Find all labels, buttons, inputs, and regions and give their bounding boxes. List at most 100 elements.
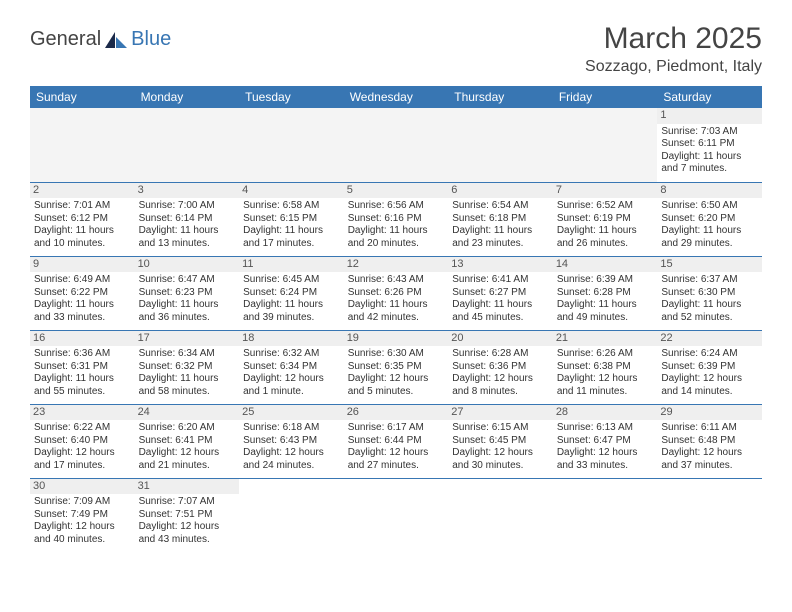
day-number: 21 <box>553 331 658 347</box>
daylight-text: Daylight: 11 hours and 42 minutes. <box>348 299 445 324</box>
day-number: 29 <box>657 405 762 421</box>
sunrise-text: Sunrise: 6:18 AM <box>243 422 340 435</box>
day-number: 18 <box>239 331 344 347</box>
sunset-text: Sunset: 6:19 PM <box>557 213 654 226</box>
sunrise-text: Sunrise: 7:09 AM <box>34 496 131 509</box>
daylight-text: Daylight: 11 hours and 55 minutes. <box>34 373 131 398</box>
calendar-cell: 13Sunrise: 6:41 AMSunset: 6:27 PMDayligh… <box>448 256 553 330</box>
sunrise-text: Sunrise: 6:17 AM <box>348 422 445 435</box>
sunrise-text: Sunrise: 6:47 AM <box>139 274 236 287</box>
calendar-cell: 1Sunrise: 7:03 AMSunset: 6:11 PMDaylight… <box>657 108 762 182</box>
sunrise-text: Sunrise: 6:26 AM <box>557 348 654 361</box>
day-number: 12 <box>344 257 449 273</box>
day-number: 8 <box>657 183 762 199</box>
calendar-cell: 15Sunrise: 6:37 AMSunset: 6:30 PMDayligh… <box>657 256 762 330</box>
day-number: 7 <box>553 183 658 199</box>
sunrise-text: Sunrise: 6:11 AM <box>661 422 758 435</box>
calendar-cell: 17Sunrise: 6:34 AMSunset: 6:32 PMDayligh… <box>135 330 240 404</box>
sunset-text: Sunset: 6:30 PM <box>661 287 758 300</box>
daylight-text: Daylight: 12 hours and 33 minutes. <box>557 447 654 472</box>
sunset-text: Sunset: 6:14 PM <box>139 213 236 226</box>
calendar-cell: 10Sunrise: 6:47 AMSunset: 6:23 PMDayligh… <box>135 256 240 330</box>
daylight-text: Daylight: 12 hours and 21 minutes. <box>139 447 236 472</box>
sunset-text: Sunset: 7:51 PM <box>139 509 236 522</box>
daylight-text: Daylight: 11 hours and 10 minutes. <box>34 225 131 250</box>
daylight-text: Daylight: 12 hours and 8 minutes. <box>452 373 549 398</box>
daylight-text: Daylight: 11 hours and 52 minutes. <box>661 299 758 324</box>
calendar-cell: 29Sunrise: 6:11 AMSunset: 6:48 PMDayligh… <box>657 404 762 478</box>
day-number: 26 <box>344 405 449 421</box>
calendar-cell <box>344 478 449 552</box>
sunset-text: Sunset: 6:41 PM <box>139 435 236 448</box>
sunset-text: Sunset: 6:12 PM <box>34 213 131 226</box>
sunrise-text: Sunrise: 7:03 AM <box>661 126 758 139</box>
sunrise-text: Sunrise: 6:28 AM <box>452 348 549 361</box>
sunrise-text: Sunrise: 6:50 AM <box>661 200 758 213</box>
day-number: 11 <box>239 257 344 273</box>
daylight-text: Daylight: 12 hours and 1 minute. <box>243 373 340 398</box>
calendar-cell <box>344 108 449 182</box>
calendar-cell: 21Sunrise: 6:26 AMSunset: 6:38 PMDayligh… <box>553 330 658 404</box>
calendar-cell: 7Sunrise: 6:52 AMSunset: 6:19 PMDaylight… <box>553 182 658 256</box>
sunset-text: Sunset: 6:24 PM <box>243 287 340 300</box>
calendar-cell: 19Sunrise: 6:30 AMSunset: 6:35 PMDayligh… <box>344 330 449 404</box>
day-header: Friday <box>553 86 658 108</box>
day-number: 14 <box>553 257 658 273</box>
calendar-week-row: 23Sunrise: 6:22 AMSunset: 6:40 PMDayligh… <box>30 404 762 478</box>
calendar-cell: 30Sunrise: 7:09 AMSunset: 7:49 PMDayligh… <box>30 478 135 552</box>
logo-sail-icon <box>105 32 129 50</box>
sunset-text: Sunset: 6:45 PM <box>452 435 549 448</box>
day-number: 22 <box>657 331 762 347</box>
day-number: 3 <box>135 183 240 199</box>
daylight-text: Daylight: 11 hours and 39 minutes. <box>243 299 340 324</box>
calendar-cell: 11Sunrise: 6:45 AMSunset: 6:24 PMDayligh… <box>239 256 344 330</box>
sunset-text: Sunset: 6:34 PM <box>243 361 340 374</box>
calendar-cell: 2Sunrise: 7:01 AMSunset: 6:12 PMDaylight… <box>30 182 135 256</box>
header-row: General Blue March 2025 Sozzago, Piedmon… <box>30 22 762 76</box>
sunrise-text: Sunrise: 6:20 AM <box>139 422 236 435</box>
sunset-text: Sunset: 6:31 PM <box>34 361 131 374</box>
day-header: Saturday <box>657 86 762 108</box>
sunset-text: Sunset: 6:18 PM <box>452 213 549 226</box>
calendar-cell: 25Sunrise: 6:18 AMSunset: 6:43 PMDayligh… <box>239 404 344 478</box>
calendar-cell: 22Sunrise: 6:24 AMSunset: 6:39 PMDayligh… <box>657 330 762 404</box>
sunrise-text: Sunrise: 6:49 AM <box>34 274 131 287</box>
sunset-text: Sunset: 6:11 PM <box>661 138 758 151</box>
sunrise-text: Sunrise: 6:56 AM <box>348 200 445 213</box>
calendar-cell: 24Sunrise: 6:20 AMSunset: 6:41 PMDayligh… <box>135 404 240 478</box>
calendar-cell <box>239 478 344 552</box>
sunrise-text: Sunrise: 6:58 AM <box>243 200 340 213</box>
calendar-week-row: 1Sunrise: 7:03 AMSunset: 6:11 PMDaylight… <box>30 108 762 182</box>
daylight-text: Daylight: 11 hours and 36 minutes. <box>139 299 236 324</box>
daylight-text: Daylight: 11 hours and 29 minutes. <box>661 225 758 250</box>
sunset-text: Sunset: 6:27 PM <box>452 287 549 300</box>
day-number: 31 <box>135 479 240 495</box>
day-number: 5 <box>344 183 449 199</box>
sunrise-text: Sunrise: 6:15 AM <box>452 422 549 435</box>
daylight-text: Daylight: 12 hours and 11 minutes. <box>557 373 654 398</box>
location-subtitle: Sozzago, Piedmont, Italy <box>585 58 762 76</box>
sunset-text: Sunset: 6:16 PM <box>348 213 445 226</box>
sunset-text: Sunset: 6:44 PM <box>348 435 445 448</box>
day-header: Sunday <box>30 86 135 108</box>
sunrise-text: Sunrise: 6:37 AM <box>661 274 758 287</box>
sunset-text: Sunset: 6:32 PM <box>139 361 236 374</box>
calendar-body: 1Sunrise: 7:03 AMSunset: 6:11 PMDaylight… <box>30 108 762 552</box>
daylight-text: Daylight: 11 hours and 20 minutes. <box>348 225 445 250</box>
sunrise-text: Sunrise: 6:45 AM <box>243 274 340 287</box>
calendar-week-row: 30Sunrise: 7:09 AMSunset: 7:49 PMDayligh… <box>30 478 762 552</box>
sunrise-text: Sunrise: 6:22 AM <box>34 422 131 435</box>
day-number: 2 <box>30 183 135 199</box>
sunrise-text: Sunrise: 6:39 AM <box>557 274 654 287</box>
daylight-text: Daylight: 12 hours and 14 minutes. <box>661 373 758 398</box>
day-number: 13 <box>448 257 553 273</box>
sunset-text: Sunset: 6:47 PM <box>557 435 654 448</box>
day-number: 30 <box>30 479 135 495</box>
daylight-text: Daylight: 12 hours and 17 minutes. <box>34 447 131 472</box>
day-number: 23 <box>30 405 135 421</box>
calendar-cell: 23Sunrise: 6:22 AMSunset: 6:40 PMDayligh… <box>30 404 135 478</box>
logo-text-1: General <box>30 28 101 51</box>
sunrise-text: Sunrise: 6:34 AM <box>139 348 236 361</box>
day-header: Monday <box>135 86 240 108</box>
day-header: Thursday <box>448 86 553 108</box>
